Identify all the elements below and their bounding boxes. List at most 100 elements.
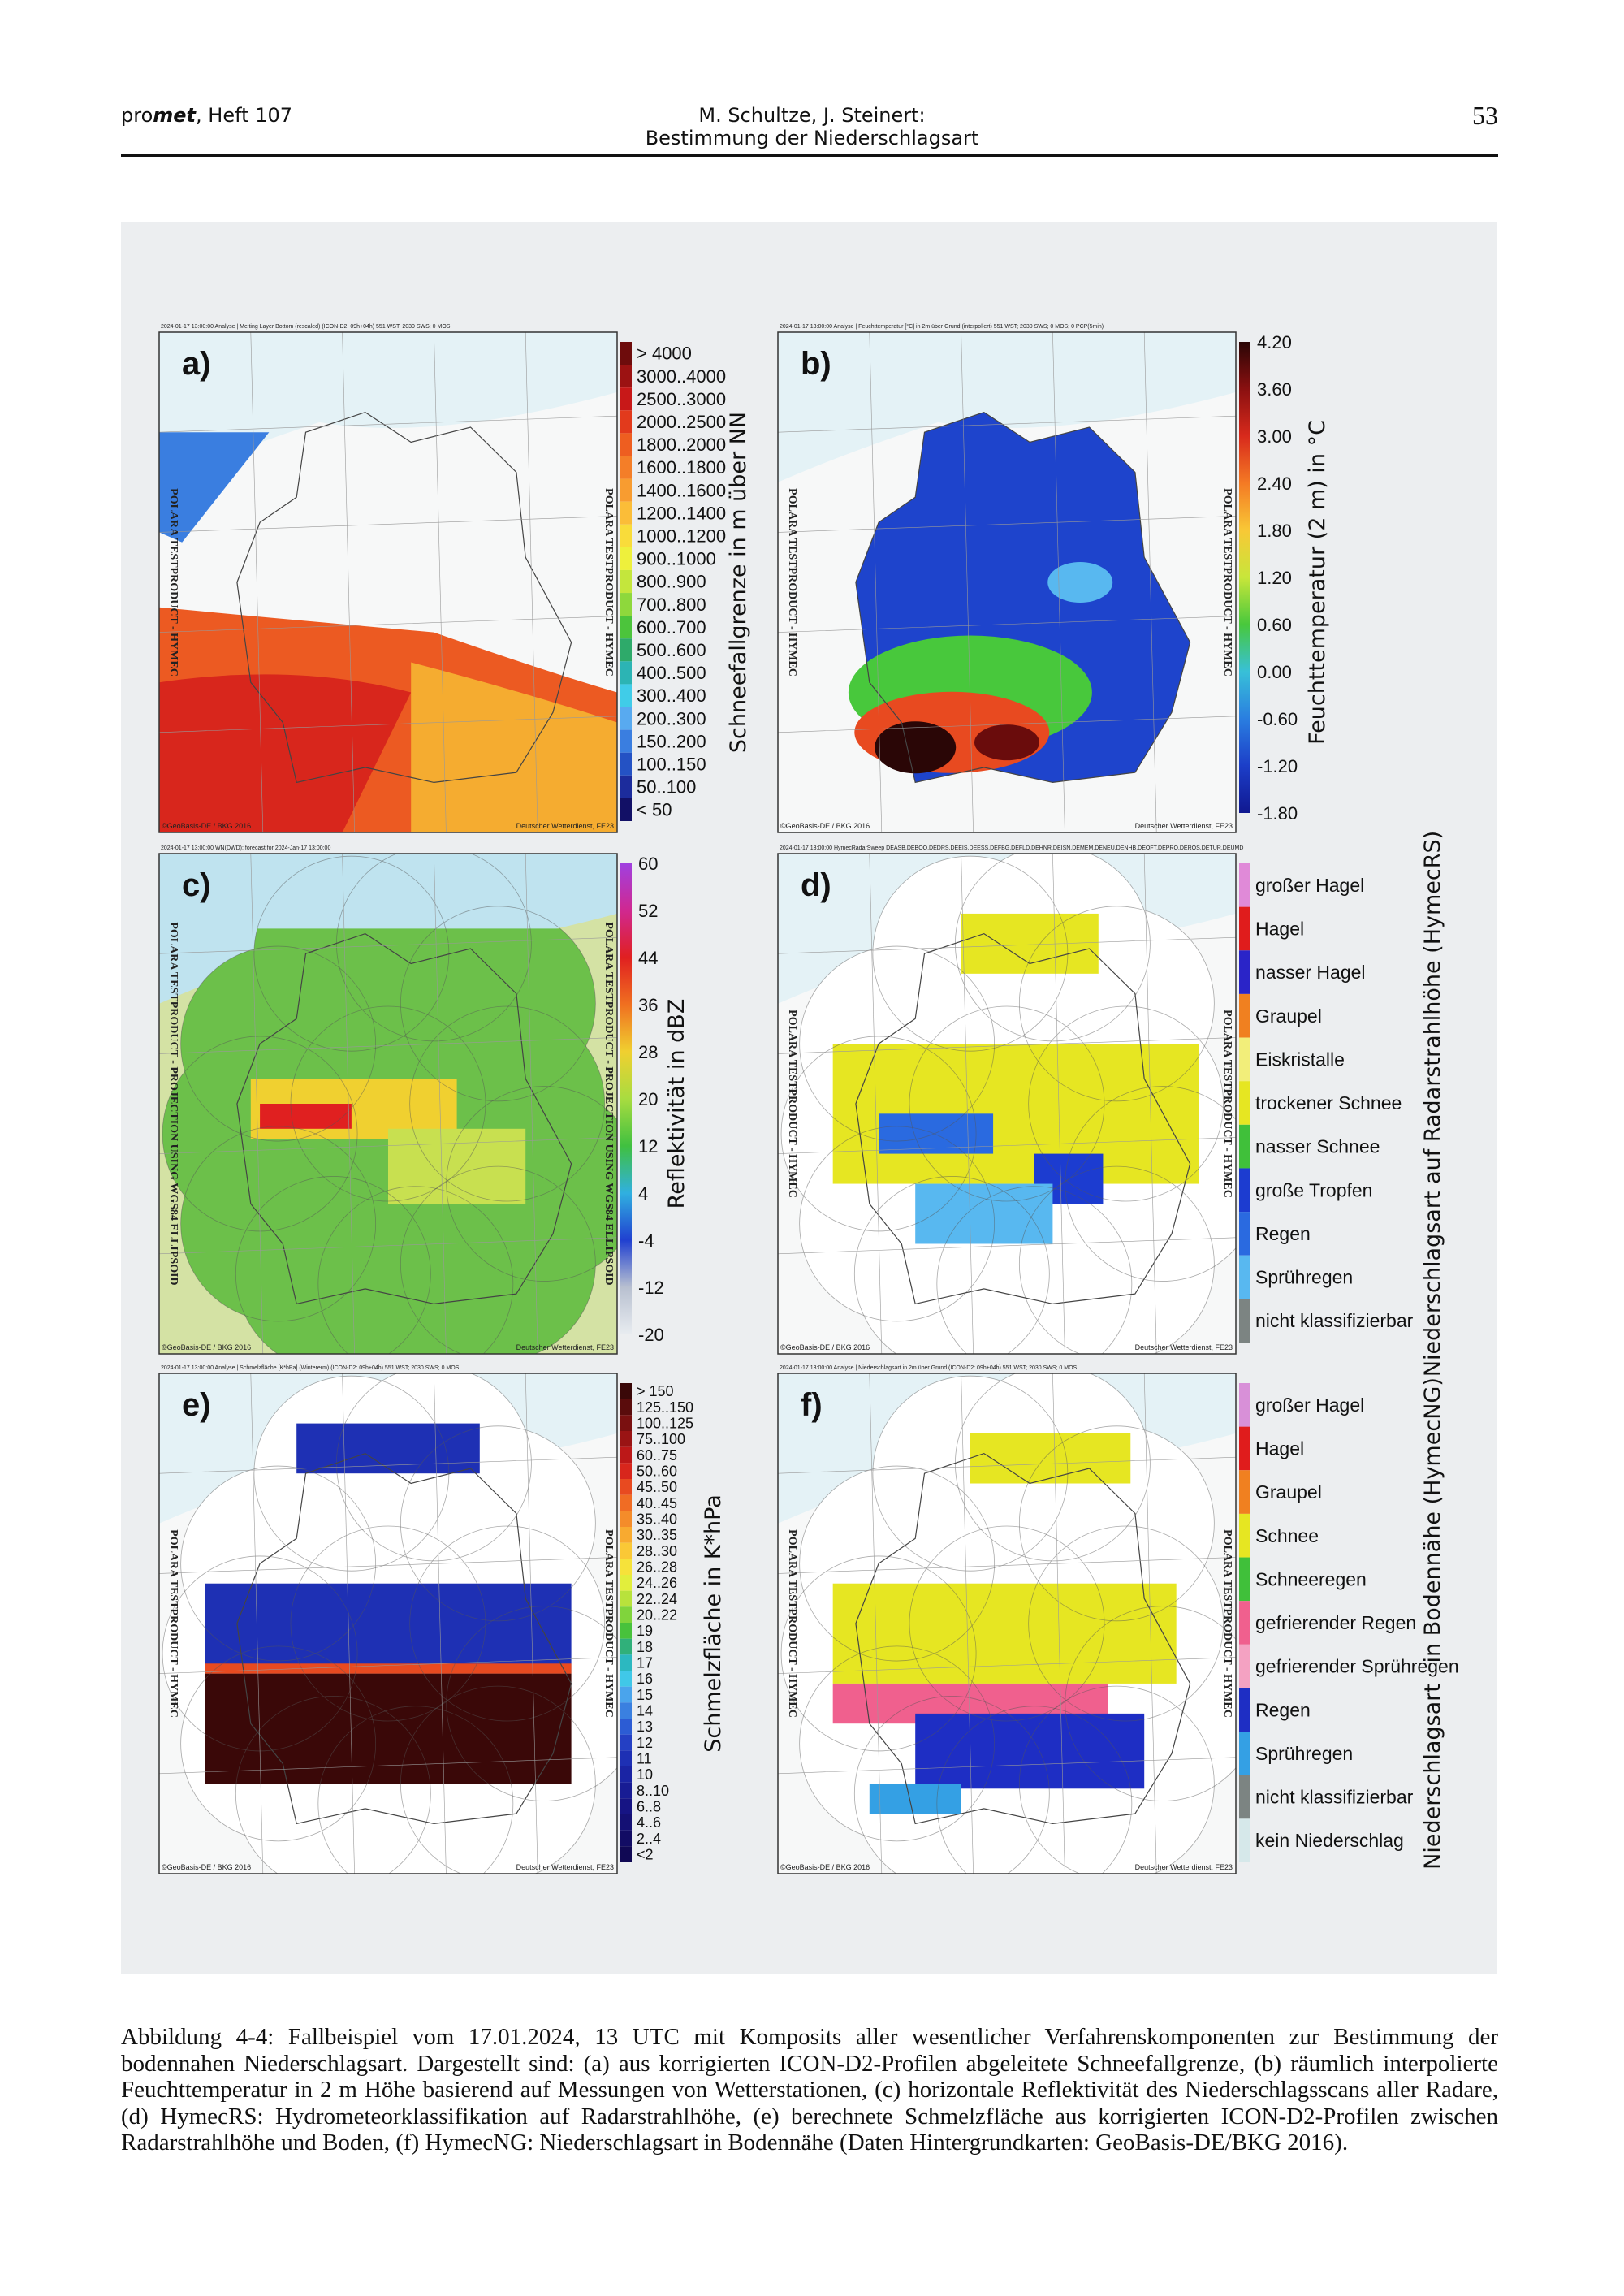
legend-swatch: [620, 1431, 632, 1447]
graticule: [1052, 332, 1065, 832]
legend-label: 1000..1200: [637, 526, 726, 547]
colorbar-label: 3.60: [1257, 379, 1292, 400]
panel: 2024-01-17 13:00:00 HymecRadarSweep DEAS…: [777, 831, 1445, 1377]
legend-swatch: [620, 752, 632, 776]
graticule: [159, 616, 617, 633]
legend-swatch: [1239, 950, 1250, 994]
colorbar-label: 4: [638, 1183, 648, 1204]
map-frame: [777, 853, 1237, 1355]
map: [778, 854, 1236, 1354]
legend-swatch: [1239, 1601, 1250, 1645]
radar-outline: [409, 1005, 606, 1202]
graticule: [434, 854, 447, 1354]
legend-swatch: [620, 342, 632, 365]
graticule: [778, 1557, 1236, 1574]
legend-label: Schnee: [1255, 1525, 1319, 1546]
watermark: POLARA TESTPRODUCT - HYMEC: [786, 1529, 798, 1718]
footer-left: ©GeoBasis-DE / BKG 2016: [780, 1863, 870, 1871]
colorbar-label: -20: [638, 1325, 664, 1345]
border: [855, 411, 1191, 784]
legend-swatch: [1239, 1168, 1250, 1213]
legend-swatch: [1239, 1255, 1250, 1299]
legend-label: nasser Schnee: [1255, 1136, 1380, 1157]
legend-label: Graupel: [1255, 1005, 1322, 1027]
legend-swatch: [1239, 1212, 1250, 1256]
legend-swatch: [620, 1719, 632, 1735]
region: [1047, 562, 1113, 603]
legend-label: 900..1000: [637, 549, 716, 569]
legend-label: 16: [637, 1671, 653, 1687]
panel-label: a): [182, 346, 211, 382]
legend-label: Hagel: [1255, 919, 1304, 940]
legend-label: 200..300: [637, 708, 706, 729]
authors: M. Schultze, J. Steinert:: [698, 104, 926, 127]
footer-right: Deutscher Wetterdienst, FE23: [1135, 1863, 1233, 1871]
radar-outline: [1065, 1086, 1236, 1282]
legend-swatch: [620, 1542, 632, 1559]
panel-label: e): [182, 1387, 211, 1423]
radar-outline: [1018, 1165, 1215, 1354]
legend-label: 50..60: [637, 1463, 677, 1479]
graticule: [525, 332, 538, 832]
panel-label: c): [182, 867, 211, 903]
journal-issue: , Heft 107: [196, 104, 292, 127]
panel-label: f): [801, 1387, 823, 1423]
radar-outline: [409, 1525, 606, 1722]
colorbar-label: 1.80: [1257, 521, 1292, 541]
sea: [159, 332, 617, 482]
caption: Abbildung 4-4: Fallbeispiel vom 17.01.20…: [121, 2024, 1498, 2155]
region: [205, 1663, 572, 1674]
legend-title: Niederschlagsart auf Radarstrahlhöhe (Hy…: [1420, 831, 1445, 1377]
radar-outline: [936, 1186, 1133, 1354]
map-frame: [158, 1373, 618, 1874]
legend-swatch: [620, 1559, 632, 1575]
legend-label: nicht klassifizierbar: [1255, 1310, 1414, 1331]
legend-swatch: [620, 1463, 632, 1479]
section: Bestimmung der Niederschlagsart: [645, 127, 979, 149]
legend-label: nicht klassifizierbar: [1255, 1787, 1414, 1808]
legend-label: 30..35: [637, 1527, 677, 1543]
figure: 2024-01-17 13:00:00 Analyse | Melting La…: [158, 323, 1459, 1874]
radar-area: [162, 928, 617, 1354]
legend-swatch: [620, 410, 632, 434]
legend-swatch: [620, 1575, 632, 1591]
panel: 2024-01-17 13:00:00 WN(DWD); forecast fo…: [158, 845, 689, 1355]
region: [159, 674, 412, 832]
legend-label: 35..40: [637, 1511, 677, 1527]
map-frame: [158, 853, 618, 1355]
legend-label: <2: [637, 1846, 654, 1862]
graticule: [778, 1137, 1236, 1154]
colorbar-label: -4: [638, 1230, 654, 1251]
legend-label: gefrierender Regen: [1255, 1612, 1416, 1633]
map-frame: [158, 331, 618, 833]
radar-outline: [853, 1696, 1050, 1874]
legend-swatch: [620, 1383, 632, 1399]
legend-swatch: [620, 593, 632, 616]
watermark: POLARA TESTPRODUCT - HYMEC: [603, 488, 615, 677]
map: [159, 854, 617, 1354]
graticule: [434, 1373, 447, 1874]
graticule: [159, 1037, 617, 1054]
region: [296, 1423, 480, 1474]
radar-outline: [317, 1706, 514, 1874]
legend-label: 18: [637, 1639, 653, 1655]
panel: 2024-01-17 13:00:00 Analyse | Melting La…: [158, 324, 751, 833]
legend-swatch: [620, 387, 632, 411]
graticule: [159, 1137, 617, 1154]
legend-swatch: [620, 1782, 632, 1799]
map: [159, 1373, 617, 1874]
legend-swatch: [620, 433, 632, 456]
panel: 2024-01-17 13:00:00 Analyse | Niederschl…: [777, 1365, 1459, 1874]
graticule: [250, 332, 264, 832]
region: [875, 721, 957, 774]
legend-label: 8..10: [637, 1783, 669, 1799]
radar-outline: [180, 945, 377, 1142]
legend-label: 12: [637, 1735, 653, 1751]
legend-label: 500..600: [637, 640, 706, 660]
radar-outline: [290, 1525, 486, 1722]
region: [970, 1433, 1131, 1484]
legend-label: 125..150: [637, 1399, 693, 1416]
legend-label: 1200..1400: [637, 503, 726, 523]
legend-swatch: [1239, 993, 1250, 1038]
legend-swatch: [1239, 906, 1250, 951]
